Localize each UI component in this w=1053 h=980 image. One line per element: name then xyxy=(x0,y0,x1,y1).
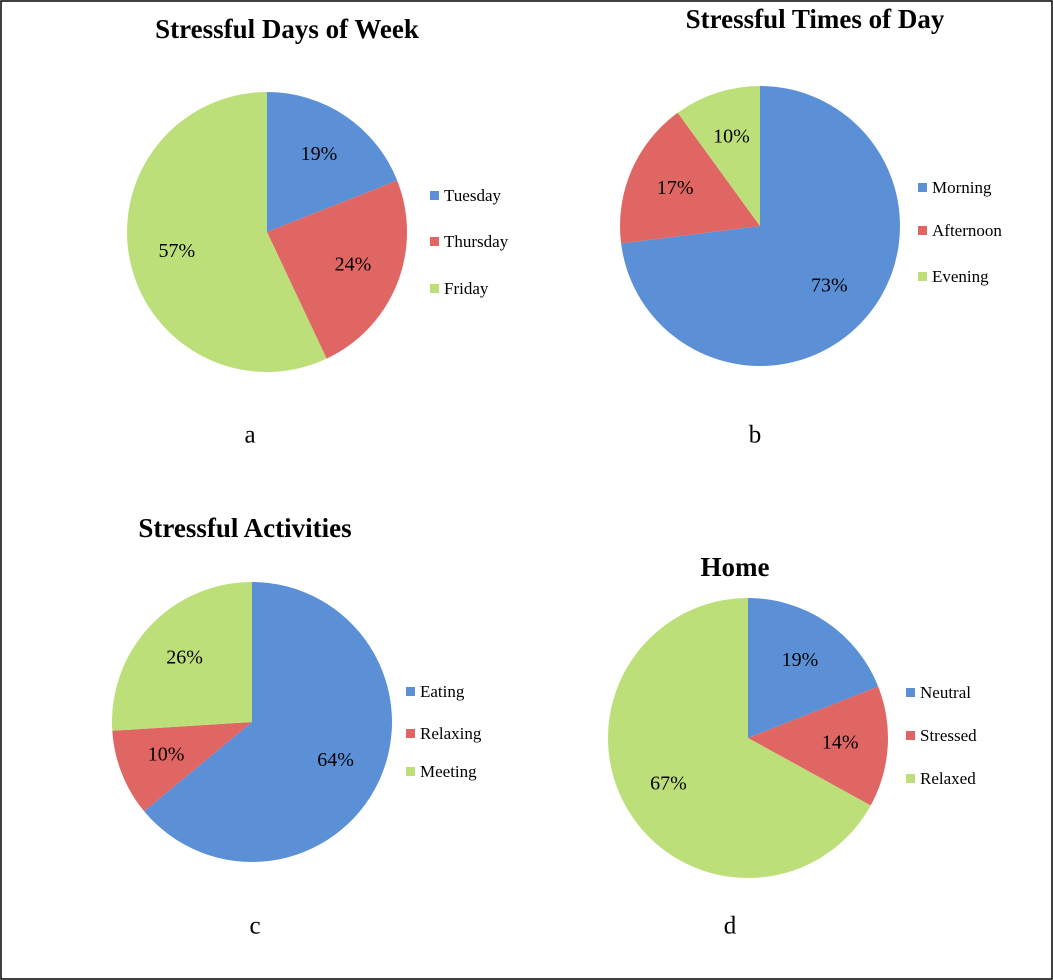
pie-slice xyxy=(267,180,407,359)
legend-label: Stressed xyxy=(920,726,977,745)
legend-label: Relaxed xyxy=(920,769,976,788)
legend-label: Relaxing xyxy=(420,724,482,743)
pie-slice xyxy=(112,582,253,731)
legend-swatch xyxy=(918,183,927,192)
legend-swatch xyxy=(918,226,927,235)
chart-title: Stressful Times of Day xyxy=(686,4,945,34)
pie-slice xyxy=(267,92,398,232)
legend-swatch xyxy=(406,729,415,738)
legend-label: Neutral xyxy=(920,683,971,702)
legend-label: Evening xyxy=(932,267,989,286)
legend-label: Thursday xyxy=(444,232,509,251)
chart-title: Stressful Days of Week xyxy=(155,14,419,44)
legend-swatch xyxy=(906,688,915,697)
value-label: 17% xyxy=(657,177,694,199)
legend-label: Eating xyxy=(420,682,465,701)
pie-slice xyxy=(144,582,392,862)
legend-swatch xyxy=(430,284,439,293)
value-label: 24% xyxy=(335,254,372,276)
pie-slice xyxy=(127,92,327,372)
value-label: 64% xyxy=(317,749,354,771)
legend-label: Meeting xyxy=(420,762,477,781)
value-label: 67% xyxy=(650,773,687,795)
pie-slice xyxy=(112,722,252,812)
pie-slice xyxy=(748,598,879,738)
legend-swatch xyxy=(906,774,915,783)
value-label: 19% xyxy=(782,649,819,671)
caption: a xyxy=(244,422,255,449)
legend-swatch xyxy=(918,272,927,281)
chart-title: Stressful Activities xyxy=(138,513,351,543)
value-label: 14% xyxy=(822,731,859,753)
value-label: 10% xyxy=(148,744,185,766)
legend-swatch xyxy=(406,687,415,696)
value-label: 10% xyxy=(713,126,750,148)
caption: b xyxy=(749,422,762,449)
legend-label: Friday xyxy=(444,279,489,298)
legend-label: Morning xyxy=(932,178,992,197)
pie-slice xyxy=(748,686,889,806)
caption: c xyxy=(249,913,260,940)
chart-title: Home xyxy=(701,552,770,582)
pie-slice xyxy=(620,112,760,244)
legend-swatch xyxy=(430,191,439,200)
pie-slice xyxy=(677,86,760,226)
legend-swatch xyxy=(430,237,439,246)
pie-slice xyxy=(608,598,871,878)
legend-swatch xyxy=(906,731,915,740)
value-label: 57% xyxy=(158,240,195,262)
legend-label: Afternoon xyxy=(932,221,1002,240)
value-label: 19% xyxy=(301,143,338,165)
legend-swatch xyxy=(406,767,415,776)
value-label: 26% xyxy=(166,646,203,668)
pie-slice xyxy=(621,86,900,366)
value-label: 73% xyxy=(811,275,848,297)
caption: d xyxy=(724,913,737,940)
legend-label: Tuesday xyxy=(444,186,501,205)
